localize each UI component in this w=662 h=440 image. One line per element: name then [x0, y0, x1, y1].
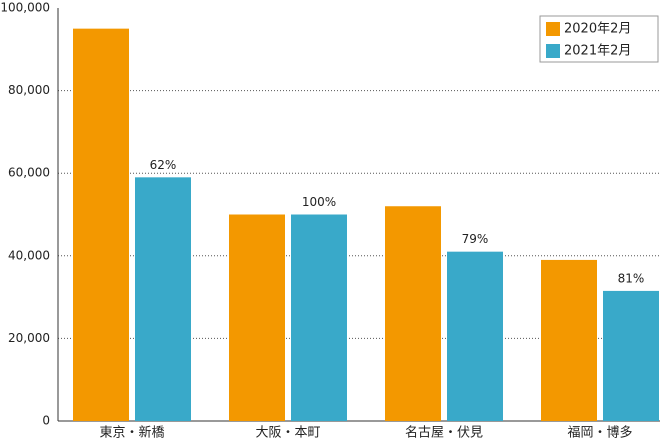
change-label: 79%: [462, 232, 489, 246]
y-tick-label: 0: [42, 414, 50, 428]
bar: [447, 251, 503, 421]
bar: [603, 290, 659, 421]
x-tick-label: 大阪・本町: [255, 426, 320, 440]
legend-swatch: [546, 44, 560, 58]
y-tick-label: 100,000: [0, 1, 50, 15]
bar: [229, 214, 285, 421]
y-tick-label: 40,000: [8, 248, 50, 262]
bar: [541, 259, 597, 421]
legend-label: 2020年2月: [564, 22, 631, 37]
change-label: 100%: [302, 195, 336, 209]
bar: [73, 28, 129, 422]
y-tick-label: 60,000: [8, 166, 50, 180]
change-label: 62%: [150, 158, 177, 172]
x-tick-label: 福岡・博多: [567, 425, 632, 440]
legend-label: 2021年2月: [564, 44, 631, 59]
y-tick-label: 20,000: [8, 331, 50, 345]
bar: [291, 214, 347, 421]
bar: [385, 206, 441, 421]
bar: [135, 177, 191, 421]
y-tick-label: 80,000: [8, 83, 50, 97]
x-tick-label: 名古屋・伏見: [405, 425, 483, 440]
x-tick-label: 東京・新橋: [99, 425, 164, 440]
change-label: 81%: [618, 271, 645, 285]
legend-swatch: [546, 22, 560, 36]
